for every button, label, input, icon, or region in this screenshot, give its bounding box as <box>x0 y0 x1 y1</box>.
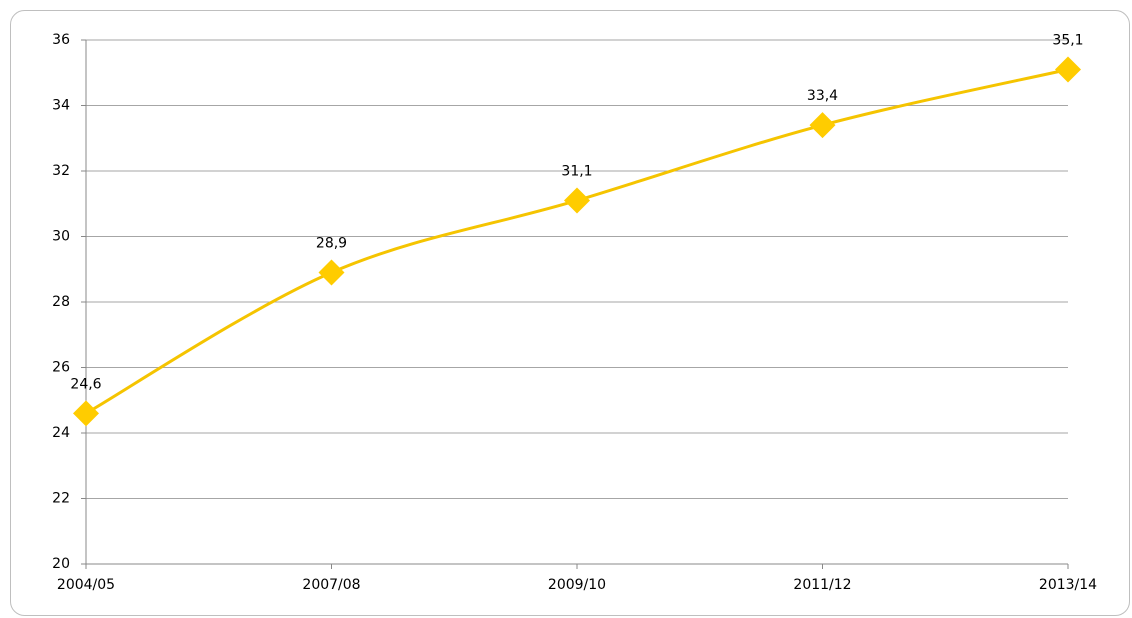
x-tick-label: 2007/08 <box>302 577 360 593</box>
y-tick-label: 32 <box>52 163 70 179</box>
data-label: 35,1 <box>1052 32 1083 48</box>
chart-frame <box>10 10 1130 616</box>
data-label: 33,4 <box>807 88 838 104</box>
data-marker <box>318 259 345 286</box>
y-tick-label: 36 <box>52 32 70 48</box>
data-marker <box>809 112 836 139</box>
y-tick-label: 24 <box>52 425 70 441</box>
data-marker <box>1055 56 1081 83</box>
y-tick-label: 30 <box>52 229 70 245</box>
x-tick-label: 2009/10 <box>548 577 606 593</box>
data-label: 28,9 <box>316 236 347 252</box>
data-label: 31,1 <box>561 163 592 179</box>
x-tick-label: 2011/12 <box>793 577 851 593</box>
y-tick-label: 26 <box>52 360 70 376</box>
data-marker <box>564 187 590 214</box>
data-label: 24,6 <box>70 376 101 392</box>
y-tick-label: 20 <box>52 556 70 572</box>
y-tick-label: 34 <box>52 98 70 114</box>
data-marker <box>73 400 99 427</box>
x-tick-label: 2013/14 <box>1039 577 1097 593</box>
x-tick-label: 2004/05 <box>57 577 115 593</box>
y-tick-label: 22 <box>52 491 70 507</box>
y-tick-label: 28 <box>52 294 70 310</box>
